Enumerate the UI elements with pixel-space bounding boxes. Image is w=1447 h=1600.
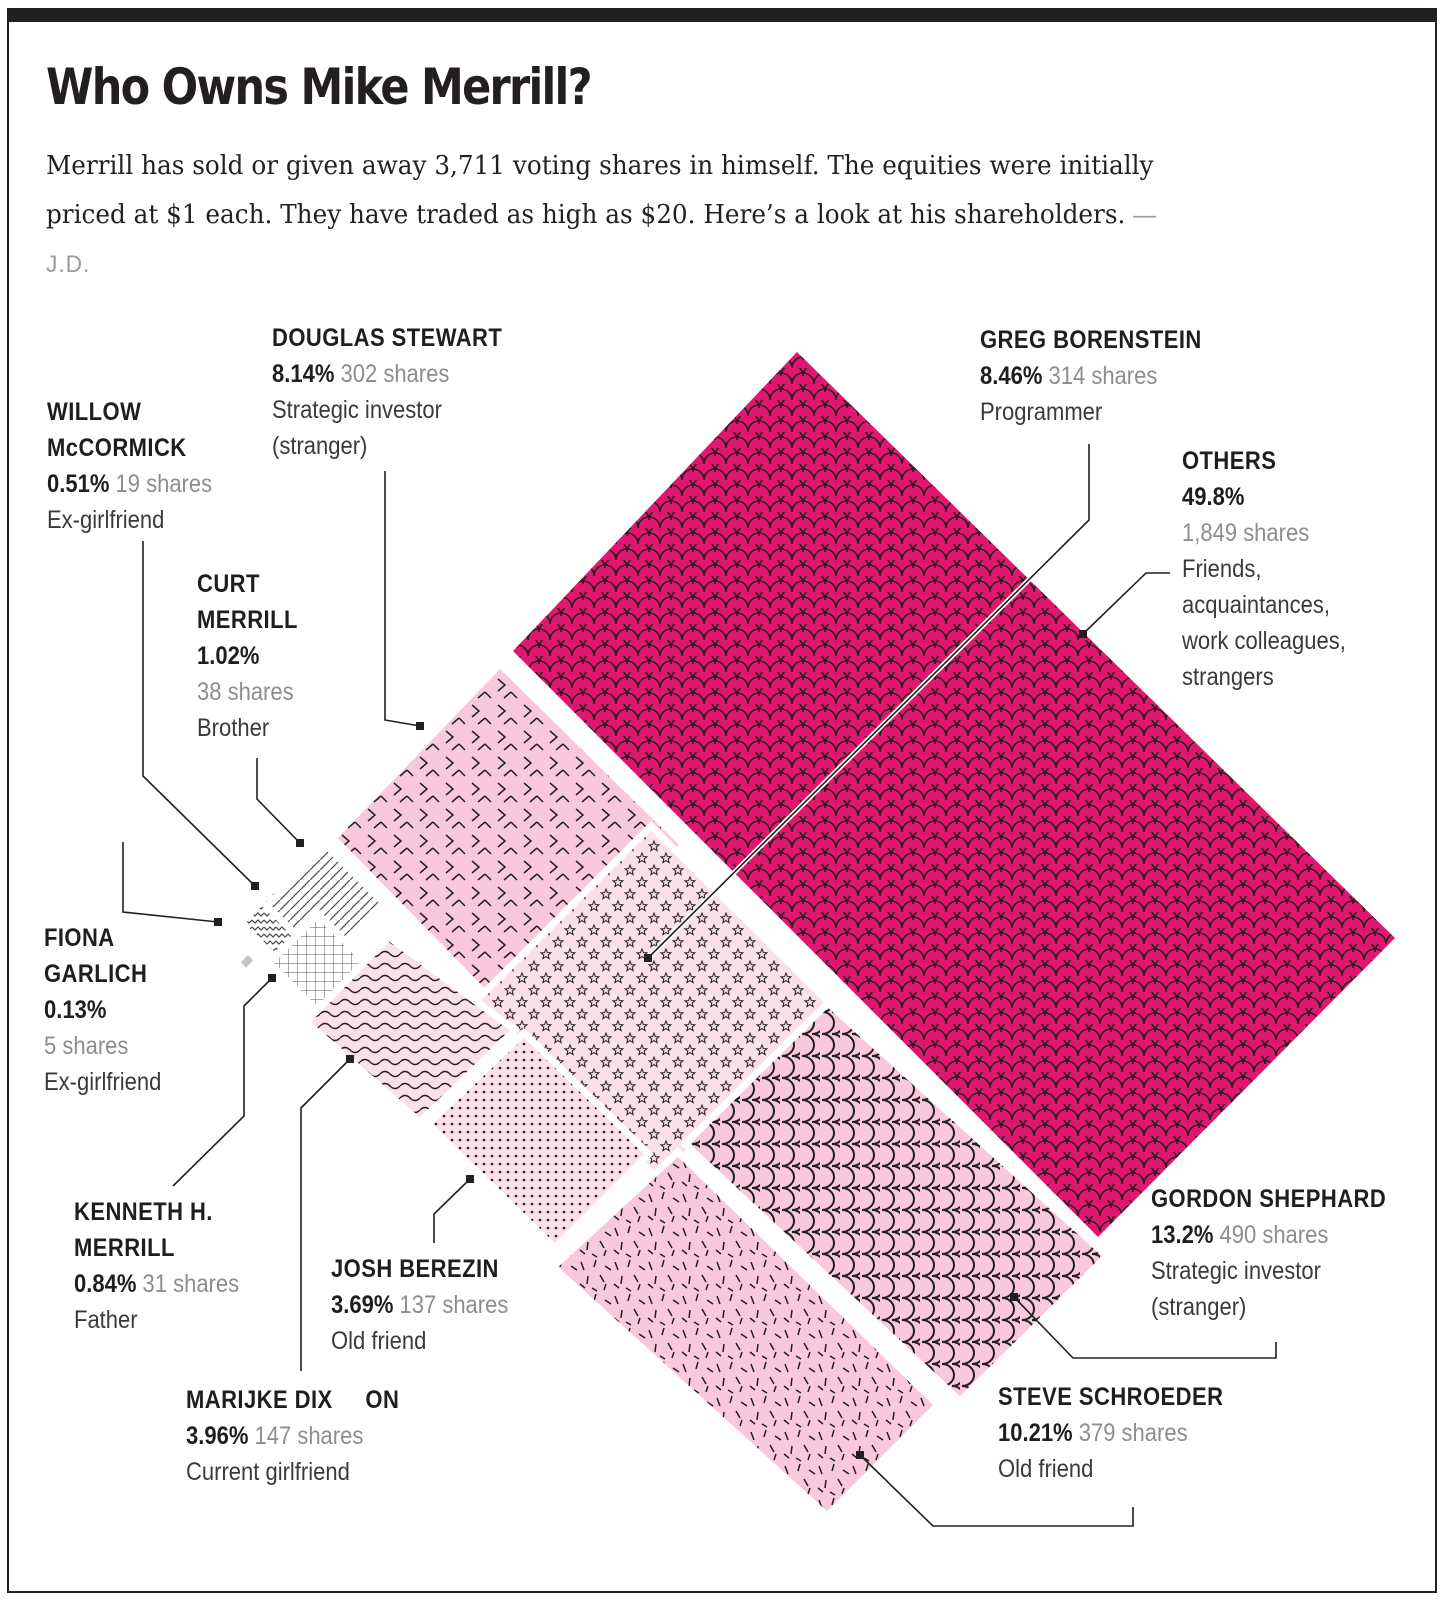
leader-line-fiona <box>122 842 219 923</box>
label-marijke-role: Current girlfriend <box>186 1458 350 1486</box>
label-josh-shares: 137 shares <box>399 1291 509 1319</box>
label-others-role-1: Friends, <box>1182 555 1262 583</box>
leader-line-douglas <box>384 471 421 727</box>
leader-dot-josh <box>466 1175 474 1183</box>
label-others-role-2: acquaintances, <box>1182 591 1331 619</box>
label-others-role-4: strangers <box>1182 663 1274 691</box>
leader-dot-douglas <box>416 722 424 730</box>
label-willow: WILLOW McCORMICK 0.51% 19 shares Ex-girl… <box>47 394 212 538</box>
label-curt-shares: 38 shares <box>197 678 294 706</box>
label-douglas-name: DOUGLAS STEWART <box>272 324 503 352</box>
label-fiona-role: Ex-girlfriend <box>44 1068 162 1096</box>
label-others-percent: 49.8% <box>1182 483 1245 511</box>
steve-schroeder-tile <box>547 1147 943 1521</box>
leader-dot-gordon <box>1010 1293 1018 1301</box>
leader-dot-marijke <box>346 1055 354 1063</box>
label-willow-name-2: McCORMICK <box>47 434 187 462</box>
fiona-garlich-tile <box>231 945 263 979</box>
label-steve-shares: 379 shares <box>1078 1419 1188 1447</box>
josh-berezin-tile <box>422 1028 654 1253</box>
label-douglas-role-2: (stranger) <box>272 432 368 460</box>
label-steve-percent: 10.21% <box>998 1419 1073 1447</box>
leader-dot-steve <box>856 1451 864 1459</box>
label-curt: CURT MERRILL 1.02% 38 shares Brother <box>197 566 298 746</box>
label-kenneth-role: Father <box>74 1306 138 1334</box>
label-willow-name-1: WILLOW <box>47 398 142 426</box>
leader-dot-greg <box>644 954 652 962</box>
label-gordon-name: GORDON SHEPHARD <box>1151 1185 1387 1213</box>
label-kenneth: KENNETH H. MERRILL 0.84% 31 shares Fathe… <box>74 1194 239 1338</box>
treemap-tiles <box>231 352 1395 1521</box>
label-fiona-name-2: GARLICH <box>44 960 148 988</box>
leader-line-gordon <box>1013 1296 1277 1359</box>
label-greg: GREG BORENSTEIN 8.46% 314 shares Program… <box>980 322 1202 430</box>
gordon-shephard-tile <box>679 998 1113 1406</box>
leader-dot-curt <box>296 839 304 847</box>
marijke-dixon-tile <box>300 932 521 1127</box>
label-gordon-percent: 13.2% <box>1151 1221 1214 1249</box>
leader-dot-others <box>1079 630 1087 638</box>
label-willow-shares: 19 shares <box>115 470 213 498</box>
label-douglas-role-1: Strategic investor <box>272 396 442 424</box>
leader-line-josh <box>433 1178 471 1243</box>
label-fiona-shares: 5 shares <box>44 1032 129 1060</box>
label-josh-percent: 3.69% <box>331 1291 394 1319</box>
label-curt-name-1: CURT <box>197 570 260 598</box>
label-marijke-shares: 147 shares <box>254 1422 364 1450</box>
label-curt-role: Brother <box>197 714 270 742</box>
label-marijke: MARIJKE DIX ON 3.96% 147 shares Current … <box>186 1382 399 1490</box>
leader-line-others <box>1082 572 1170 635</box>
label-steve: STEVE SCHROEDER 10.21% 379 shares Old fr… <box>998 1379 1223 1487</box>
label-josh: JOSH BEREZIN 3.69% 137 shares Old friend <box>331 1251 508 1359</box>
label-gordon-shares: 490 shares <box>1219 1221 1329 1249</box>
leader-line-curt <box>256 758 301 844</box>
leader-lines <box>122 444 1277 1527</box>
label-douglas: DOUGLAS STEWART 8.14% 302 shares Strateg… <box>272 320 502 464</box>
leader-line-willow <box>142 541 256 887</box>
label-others-role-3: work colleagues, <box>1182 627 1346 655</box>
label-douglas-percent: 8.14% <box>272 360 335 388</box>
label-kenneth-name-1: KENNETH H. <box>74 1198 213 1226</box>
subtitle-text: Merrill has sold or given away 3,711 vot… <box>46 151 1154 230</box>
label-curt-name-2: MERRILL <box>197 606 298 634</box>
label-marijke-name: MARIJKE DIX ON <box>186 1386 400 1414</box>
label-josh-name: JOSH BEREZIN <box>331 1255 499 1283</box>
leader-line-steve <box>859 1454 1134 1527</box>
label-curt-percent: 1.02% <box>197 642 260 670</box>
label-greg-percent: 8.46% <box>980 362 1043 390</box>
label-others: OTHERS 49.8% 1,849 shares Friends, acqua… <box>1182 443 1346 695</box>
label-others-name: OTHERS <box>1182 447 1277 475</box>
leader-line-marijke <box>300 1058 351 1371</box>
label-kenneth-shares: 31 shares <box>142 1270 240 1298</box>
leader-dot-willow <box>251 882 259 890</box>
label-gordon-role-2: (stranger) <box>1151 1293 1247 1321</box>
label-others-shares: 1,849 shares <box>1182 519 1310 547</box>
label-willow-role: Ex-girlfriend <box>47 506 165 534</box>
label-gordon-role-1: Strategic investor <box>1151 1257 1321 1285</box>
label-steve-name: STEVE SCHROEDER <box>998 1383 1224 1411</box>
label-fiona: FIONA GARLICH 0.13% 5 shares Ex-girlfrie… <box>44 920 161 1100</box>
leader-dot-fiona <box>214 918 222 926</box>
leader-dot-kenneth <box>268 974 276 982</box>
chart-title: Who Owns Mike Merrill? <box>46 58 593 116</box>
label-gordon: GORDON SHEPHARD 13.2% 490 shares Strateg… <box>1151 1181 1386 1325</box>
byline: —J.D. <box>46 202 1157 278</box>
chart-subtitle: Merrill has sold or given away 3,711 vot… <box>46 142 1186 289</box>
label-willow-percent: 0.51% <box>47 470 110 498</box>
label-fiona-name-1: FIONA <box>44 924 115 952</box>
label-douglas-shares: 302 shares <box>340 360 450 388</box>
label-marijke-percent: 3.96% <box>186 1422 249 1450</box>
label-josh-role: Old friend <box>331 1327 427 1355</box>
label-greg-role: Programmer <box>980 398 1103 426</box>
label-steve-role: Old friend <box>998 1455 1094 1483</box>
leader-line-kenneth <box>172 977 273 1187</box>
label-greg-name: GREG BORENSTEIN <box>980 326 1202 354</box>
label-fiona-percent: 0.13% <box>44 996 107 1024</box>
label-kenneth-percent: 0.84% <box>74 1270 137 1298</box>
leader-line-greg-inner <box>647 444 1090 959</box>
label-kenneth-name-2: MERRILL <box>74 1234 175 1262</box>
others-tile <box>513 352 1395 1237</box>
label-greg-shares: 314 shares <box>1048 362 1158 390</box>
